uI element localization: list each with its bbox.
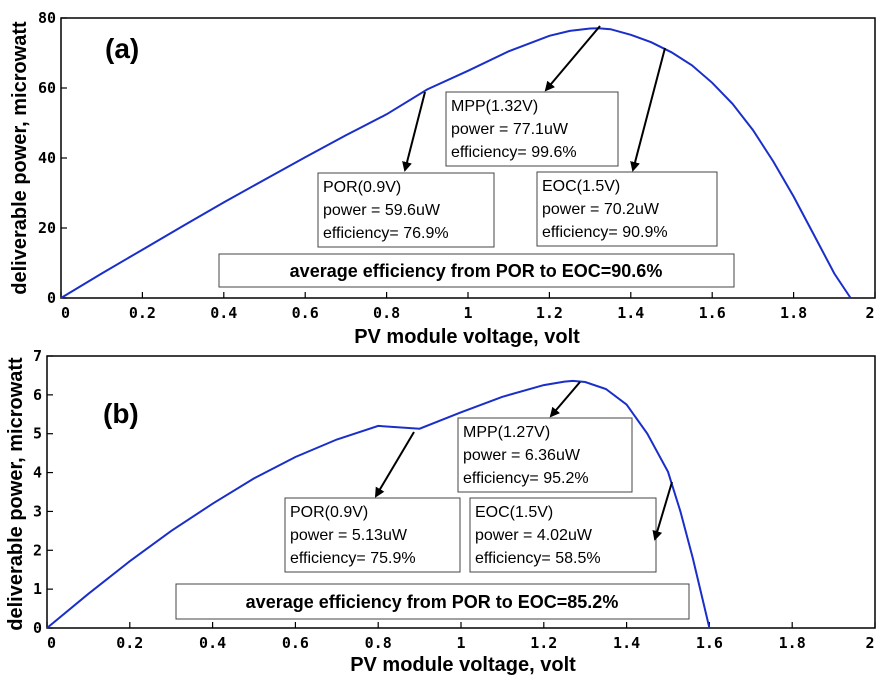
- annotation-line: EOC(1.5V): [475, 504, 553, 521]
- y-axis-ticks: 0 1 2 3 4 5 6 7: [33, 347, 53, 637]
- x-tick-label: 0: [61, 304, 70, 322]
- x-tick-label: 2: [865, 634, 874, 652]
- annotation-line: power = 77.1uW: [451, 121, 569, 138]
- annotation-line: efficiency= 76.9%: [323, 225, 449, 242]
- note-text: average efficiency from POR to EOC=90.6%: [290, 261, 663, 281]
- x-tick-label: 1.4: [617, 304, 644, 322]
- x-tick-label: 0.2: [116, 634, 143, 652]
- x-tick-label: 1.6: [696, 634, 723, 652]
- annotation-arrow: [652, 481, 673, 541]
- annotation-line: POR(0.9V): [323, 179, 401, 196]
- y-tick-label: 2: [33, 541, 42, 559]
- annotation-line: power = 5.13uW: [290, 527, 408, 544]
- annotation-mpp: MPP(1.27V) power = 6.36uW efficiency= 95…: [457, 381, 633, 493]
- y-tick-label: 60: [38, 79, 56, 97]
- y-tick-label: 40: [38, 149, 56, 167]
- annotation-box: [536, 171, 718, 247]
- panel-label: (b): [103, 398, 139, 429]
- x-tick-label: 0.8: [365, 634, 392, 652]
- y-tick-label: 1: [33, 580, 42, 598]
- y-tick-label: 3: [33, 502, 42, 520]
- y-tick-label: 4: [33, 464, 42, 482]
- annotation-line: efficiency= 75.9%: [290, 550, 416, 567]
- y-tick-label: 20: [38, 219, 56, 237]
- x-tick-label: 0: [47, 634, 56, 652]
- annotation-eoc: EOC(1.5V) power = 4.02uW efficiency= 58.…: [469, 481, 673, 573]
- y-axis-title: deliverable power, microwatt: [9, 21, 31, 295]
- annotation-por: POR(0.9V) power = 59.6uW efficiency= 76.…: [317, 91, 495, 248]
- chart-panel-b: 0 0.2 0.4 0.6 0.8 1 1.2 1.4 1.6 1.8 2 0 1 2 3 4 5 6 7 (b)…: [5, 347, 876, 676]
- x-tick-label: 0.6: [292, 304, 319, 322]
- power-curve: [60, 27, 852, 299]
- x-tick-label: 0.6: [282, 634, 309, 652]
- y-tick-label: 7: [33, 347, 42, 365]
- y-axis-ticks: 0 20 40 60 80: [38, 9, 67, 307]
- annotation-line: efficiency= 95.2%: [463, 470, 589, 487]
- note-box: [218, 253, 735, 288]
- annotation-arrow: [374, 431, 415, 498]
- x-tick-label: 1.8: [780, 304, 807, 322]
- x-tick-label: 1.2: [536, 304, 563, 322]
- annotation-arrow: [544, 25, 601, 92]
- annotation-arrow: [549, 381, 581, 418]
- annotation-line: MPP(1.27V): [463, 424, 550, 441]
- annotation-arrow: [630, 47, 666, 172]
- average-efficiency-note: average efficiency from POR to EOC=90.6%: [218, 253, 735, 288]
- annotation-line: power = 6.36uW: [463, 447, 581, 464]
- annotation-line: POR(0.9V): [290, 504, 368, 521]
- annotation-box: [457, 417, 633, 493]
- annotation-eoc: EOC(1.5V) power = 70.2uW efficiency= 90.…: [536, 47, 718, 247]
- x-tick-label: 2: [865, 304, 874, 322]
- x-tick-label: 1.2: [530, 634, 557, 652]
- average-efficiency-note: average efficiency from POR to EOC=85.2%: [175, 583, 690, 620]
- annotation-line: efficiency= 58.5%: [475, 550, 601, 567]
- x-tick-label: 0.8: [373, 304, 400, 322]
- annotation-line: power = 59.6uW: [323, 202, 441, 219]
- y-tick-label: 5: [33, 425, 42, 443]
- note-text: average efficiency from POR to EOC=85.2%: [246, 592, 619, 612]
- x-axis-title: PV module voltage, volt: [350, 654, 576, 676]
- annotation-line: MPP(1.32V): [451, 98, 538, 115]
- x-tick-label: 1: [456, 634, 465, 652]
- annotation-box: [284, 497, 461, 573]
- y-tick-label: 6: [33, 386, 42, 404]
- chart-panel-a: 0 0.2 0.4 0.6 0.8 1 1.2 1.4 1.6 1.8 2 0 20 40 60 80 (a…: [9, 9, 876, 348]
- annotation-arrow: [402, 91, 426, 172]
- x-axis-title: PV module voltage, volt: [354, 326, 580, 348]
- note-box: [175, 583, 690, 620]
- x-tick-label: 0.4: [199, 634, 226, 652]
- annotation-por: POR(0.9V) power = 5.13uW efficiency= 75.…: [284, 431, 461, 573]
- y-tick-label: 80: [38, 9, 56, 27]
- annotation-line: power = 4.02uW: [475, 527, 593, 544]
- annotation-line: EOC(1.5V): [542, 178, 620, 195]
- panel-label: (a): [105, 33, 139, 64]
- y-axis-title: deliverable power, microwatt: [5, 357, 27, 631]
- annotation-box: [317, 172, 495, 248]
- annotation-line: efficiency= 90.9%: [542, 224, 668, 241]
- x-tick-label: 1: [463, 304, 472, 322]
- y-tick-label: 0: [33, 619, 42, 637]
- x-tick-label: 1.8: [779, 634, 806, 652]
- power-curve: [46, 379, 711, 629]
- x-tick-label: 0.2: [129, 304, 156, 322]
- x-tick-label: 0.4: [210, 304, 237, 322]
- annotation-line: power = 70.2uW: [542, 201, 660, 218]
- x-tick-label: 1.6: [699, 304, 726, 322]
- annotation-box: [445, 91, 619, 167]
- x-axis-ticks: 0 0.2 0.4 0.6 0.8 1 1.2 1.4 1.6 1.8 2: [60, 292, 876, 322]
- annotation-mpp: MPP(1.32V) power = 77.1uW efficiency= 99…: [445, 25, 619, 167]
- x-axis-ticks: 0 0.2 0.4 0.6 0.8 1 1.2 1.4 1.6 1.8 2: [46, 622, 876, 652]
- x-tick-label: 1.4: [613, 634, 640, 652]
- annotation-line: efficiency= 99.6%: [451, 144, 577, 161]
- y-tick-label: 0: [47, 289, 56, 307]
